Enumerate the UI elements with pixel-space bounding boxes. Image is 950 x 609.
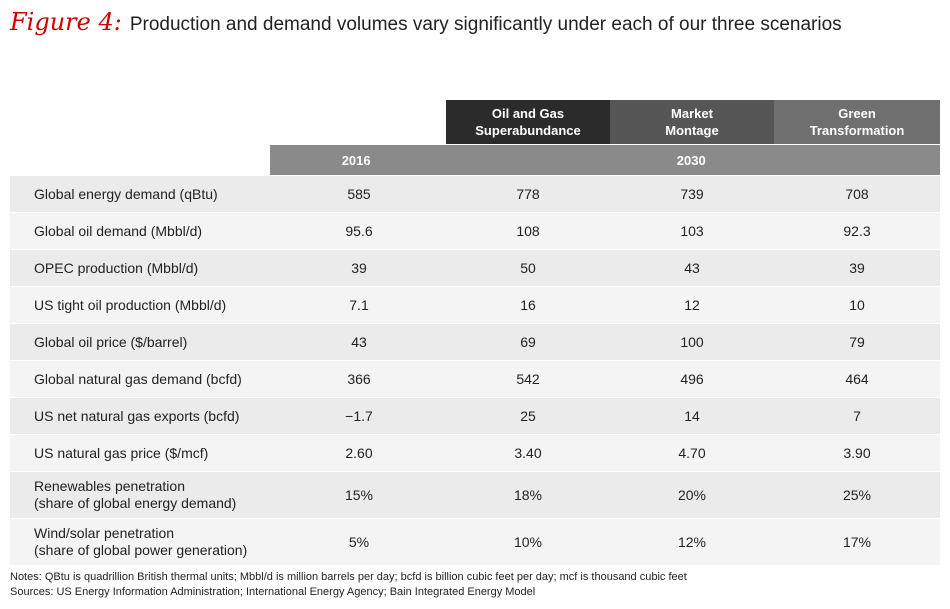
- value-superabundance: 25: [446, 398, 610, 434]
- header-spacer-2016: [272, 100, 446, 144]
- value-montage: 4.70: [610, 435, 774, 471]
- figure-label: Figure 4:: [10, 8, 122, 36]
- value-superabundance: 10%: [446, 519, 610, 565]
- scenario-header-superabundance: Oil and Gas Superabundance: [446, 100, 610, 144]
- value-2016: 95.6: [272, 213, 446, 249]
- year-header-2016: 2016: [269, 145, 443, 175]
- row-label-text: US net natural gas exports (bcfd): [34, 407, 240, 424]
- scenario-header-row: Oil and Gas Superabundance Market Montage …: [10, 100, 940, 144]
- value-transformation: 708: [774, 176, 940, 212]
- value-superabundance: 542: [446, 361, 610, 397]
- scenario-header-montage: Market Montage: [610, 100, 774, 144]
- scenario-header-label: Green Transformation: [809, 106, 905, 138]
- value-2016: 585: [272, 176, 446, 212]
- scenario-header-label: Oil and Gas Superabundance: [475, 106, 581, 138]
- scenario-header-label: Market Montage: [665, 106, 719, 138]
- value-superabundance: 108: [446, 213, 610, 249]
- figure-heading: Production and demand volumes vary signi…: [129, 14, 842, 35]
- value-montage: 103: [610, 213, 774, 249]
- value-2016: 15%: [272, 472, 446, 518]
- table-row: Global energy demand (qBtu) 585 778 739 708: [10, 175, 940, 212]
- row-label: Global energy demand (qBtu): [10, 176, 272, 212]
- sources-line: Sources: US Energy Information Administr…: [10, 586, 536, 598]
- row-label: US tight oil production (Mbbl/d): [10, 287, 272, 323]
- row-label: Global natural gas demand (bcfd): [10, 361, 272, 397]
- row-label: US natural gas price ($/mcf): [10, 435, 272, 471]
- value-superabundance: 16: [446, 287, 610, 323]
- row-label-text: OPEC production (Mbbl/d): [34, 259, 199, 276]
- value-transformation: 10: [774, 287, 940, 323]
- value-montage: 14: [610, 398, 774, 434]
- value-2016: 7.1: [272, 287, 446, 323]
- value-transformation: 39: [774, 250, 940, 286]
- value-2016: −1.7: [272, 398, 446, 434]
- row-label-text: Wind/solar penetration (share of global p…: [34, 525, 248, 558]
- value-transformation: 79: [774, 324, 940, 360]
- table-row: US natural gas price ($/mcf) 2.60 3.40 4.70…: [10, 434, 940, 471]
- scenario-table: Oil and Gas Superabundance Market Montage …: [10, 100, 941, 565]
- value-transformation: 17%: [774, 519, 940, 565]
- header-spacer: [10, 100, 272, 144]
- value-montage: 12%: [610, 519, 774, 565]
- value-montage: 739: [610, 176, 774, 212]
- year-header-2030: 2030: [442, 145, 941, 175]
- value-transformation: 464: [774, 361, 940, 397]
- row-label-text: US tight oil production (Mbbl/d): [34, 296, 227, 313]
- value-2016: 5%: [272, 519, 446, 565]
- year-header-row: 2016 2030: [10, 145, 941, 175]
- row-label-text: Global natural gas demand (bcfd): [34, 370, 242, 387]
- row-label-text: US natural gas price ($/mcf): [34, 444, 209, 461]
- row-label-text: Renewables penetration (share of global e…: [34, 478, 237, 511]
- row-label-text: Global oil price ($/barrel): [34, 333, 188, 350]
- row-label-text: Global oil demand (Mbbl/d): [34, 222, 203, 239]
- row-label: Wind/solar penetration (share of global p…: [10, 519, 272, 565]
- table-body: Global energy demand (qBtu) 585 778 739 708 G…: [10, 175, 940, 565]
- table-row: Renewables penetration (share of global e…: [10, 471, 940, 518]
- value-2016: 2.60: [272, 435, 446, 471]
- table-row: Global natural gas demand (bcfd) 366 542 49…: [10, 360, 940, 397]
- table-row: US net natural gas exports (bcfd) −1.7 25 1…: [10, 397, 940, 434]
- row-label: OPEC production (Mbbl/d): [10, 250, 272, 286]
- value-montage: 12: [610, 287, 774, 323]
- value-transformation: 25%: [774, 472, 940, 518]
- table-row: OPEC production (Mbbl/d) 39 50 43 39: [10, 249, 940, 286]
- value-superabundance: 69: [446, 324, 610, 360]
- value-superabundance: 3.40: [446, 435, 610, 471]
- value-montage: 43: [610, 250, 774, 286]
- row-label-text: Global energy demand (qBtu): [34, 185, 218, 202]
- footnotes: Notes: QBtu is quadrillion British therm…: [10, 570, 687, 600]
- notes-line: Notes: QBtu is quadrillion British therm…: [10, 571, 687, 583]
- value-2016: 43: [272, 324, 446, 360]
- value-2016: 366: [272, 361, 446, 397]
- value-transformation: 3.90: [774, 435, 940, 471]
- value-montage: 100: [610, 324, 774, 360]
- table-row: Wind/solar penetration (share of global p…: [10, 518, 940, 565]
- table-row: Global oil demand (Mbbl/d) 95.6 108 103 92.3: [10, 212, 940, 249]
- value-montage: 20%: [610, 472, 774, 518]
- row-label: Renewables penetration (share of global e…: [10, 472, 272, 518]
- value-superabundance: 50: [446, 250, 610, 286]
- value-2016: 39: [272, 250, 446, 286]
- year-spacer: [10, 145, 270, 175]
- table-row: US tight oil production (Mbbl/d) 7.1 16 12 1…: [10, 286, 940, 323]
- table-row: Global oil price ($/barrel) 43 69 100 79: [10, 323, 940, 360]
- value-superabundance: 778: [446, 176, 610, 212]
- row-label: Global oil demand (Mbbl/d): [10, 213, 272, 249]
- row-label: US net natural gas exports (bcfd): [10, 398, 272, 434]
- value-transformation: 92.3: [774, 213, 940, 249]
- value-superabundance: 18%: [446, 472, 610, 518]
- figure-title: Figure 4: Production and demand volumes …: [10, 8, 842, 42]
- scenario-header-transformation: Green Transformation: [774, 100, 940, 144]
- value-transformation: 7: [774, 398, 940, 434]
- row-label: Global oil price ($/barrel): [10, 324, 272, 360]
- value-montage: 496: [610, 361, 774, 397]
